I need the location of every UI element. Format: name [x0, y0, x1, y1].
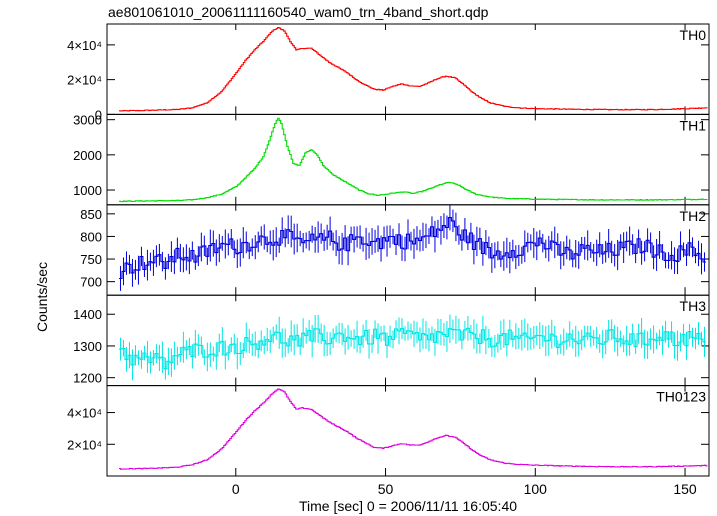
panel-label: TH3: [680, 298, 707, 314]
panel-label: TH1: [680, 117, 707, 133]
panel-label: TH2: [680, 208, 707, 224]
x-tick-label: 100: [524, 481, 548, 497]
panel-th0: 0 2×10⁴ 4×10⁴ TH0: [67, 23, 710, 122]
series-th3: [119, 314, 706, 381]
y-tick-label: 700: [80, 275, 102, 290]
y-tick-label: 2×10⁴: [67, 437, 102, 452]
y-tick-label: 750: [80, 252, 102, 267]
y-tick-label: 1400: [73, 307, 102, 322]
y-tick-label: 850: [80, 207, 102, 222]
panel-label: TH0123: [656, 389, 706, 405]
x-axis-label: Time [sec] 0 = 2006/11/11 16:05:40: [299, 498, 517, 514]
series-line: [119, 327, 706, 370]
y-tick-label: 1000: [73, 183, 102, 198]
panel-th2: 700 750 800 850 TH2: [80, 204, 710, 296]
y-tick-label: 800: [80, 229, 102, 244]
chart-title: ae801061010_20061111160540_wam0_trn_4ban…: [108, 4, 489, 20]
x-tick-label: 0: [232, 481, 240, 497]
series-th0: [119, 26, 708, 112]
panel-th0123: 2×10⁴ 4×10⁴ TH0123: [67, 385, 710, 477]
series-line: [119, 388, 708, 470]
x-tick-label: 150: [673, 481, 697, 497]
series-th0123: [119, 388, 708, 470]
y-tick-label: 2000: [73, 148, 102, 163]
series-line: [119, 217, 706, 280]
series-th2: [119, 204, 706, 291]
panel-frame: [106, 113, 710, 206]
y-axis-label: Counts/sec: [34, 262, 50, 332]
panel-frame: [106, 385, 710, 477]
series-line: [119, 26, 708, 112]
y-tick-label: 1300: [73, 339, 102, 354]
y-tick-label: 2×10⁴: [67, 73, 102, 88]
y-tick-label: 3000: [73, 113, 102, 128]
y-tick-label: 0: [95, 107, 102, 122]
series-line: [119, 117, 708, 203]
panel-frame: [106, 23, 710, 115]
y-tick-label: 4×10⁴: [67, 38, 102, 53]
y-tick-label: 1200: [73, 371, 102, 386]
y-tick-label: 4×10⁴: [67, 406, 102, 421]
x-tick-label: 50: [378, 481, 394, 497]
panel-th3: 1200 1300 1400 TH3: [73, 294, 710, 387]
series-th1: [119, 117, 708, 203]
panel-th1: 1000 2000 3000 TH1: [73, 113, 710, 206]
panel-label: TH0: [680, 27, 707, 43]
